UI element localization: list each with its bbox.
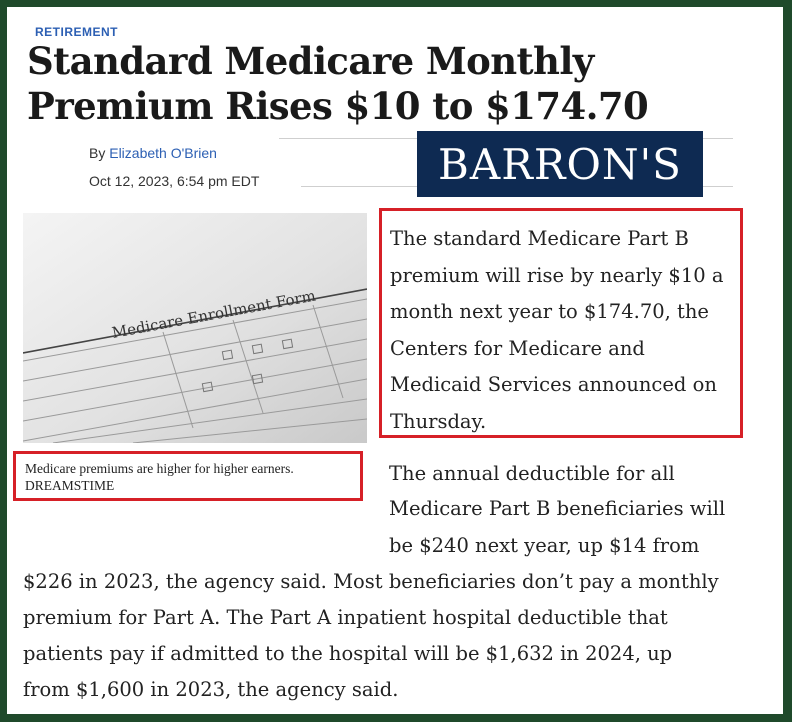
body-line-7: from $1,600 in 2023, the agency said. bbox=[23, 678, 399, 701]
body-line-6: patients pay if admitted to the hospital… bbox=[23, 642, 673, 665]
form-lines bbox=[23, 298, 367, 443]
body-line-2: Medicare Part B beneficiaries will bbox=[389, 497, 726, 520]
section-label[interactable]: RETIREMENT bbox=[35, 25, 118, 39]
barrons-logo: BARRON'S bbox=[417, 131, 703, 197]
article-page: RETIREMENT Standard Medicare Monthly Pre… bbox=[7, 7, 783, 714]
publish-date: Oct 12, 2023, 6:54 pm EDT bbox=[89, 173, 260, 189]
body-line-1: The annual deductible for all bbox=[389, 462, 675, 485]
headline: Standard Medicare Monthly Premium Rises … bbox=[27, 39, 649, 128]
byline-prefix: By bbox=[89, 145, 110, 161]
body-line-5: premium for Part A. The Part A inpatient… bbox=[23, 606, 668, 629]
body-line-4: $226 in 2023, the agency said. Most bene… bbox=[23, 570, 719, 593]
byline: By Elizabeth O'Brien bbox=[89, 145, 217, 161]
author-link[interactable]: Elizabeth O'Brien bbox=[109, 145, 217, 161]
body-line-3: be $240 next year, up $14 from bbox=[389, 534, 700, 557]
article-photo: Medicare Enrollment Form bbox=[23, 213, 367, 443]
photo-credit: DREAMSTIME bbox=[25, 478, 115, 493]
lead-paragraph: The standard Medicare Part B premium wil… bbox=[390, 227, 724, 433]
photo-caption: Medicare premiums are higher for higher … bbox=[25, 461, 294, 476]
logo-wordmark: BARRON'S bbox=[438, 139, 682, 189]
photo-caption-highlight: Medicare premiums are higher for higher … bbox=[13, 451, 363, 501]
lead-paragraph-highlight: The standard Medicare Part B premium wil… bbox=[379, 208, 743, 438]
